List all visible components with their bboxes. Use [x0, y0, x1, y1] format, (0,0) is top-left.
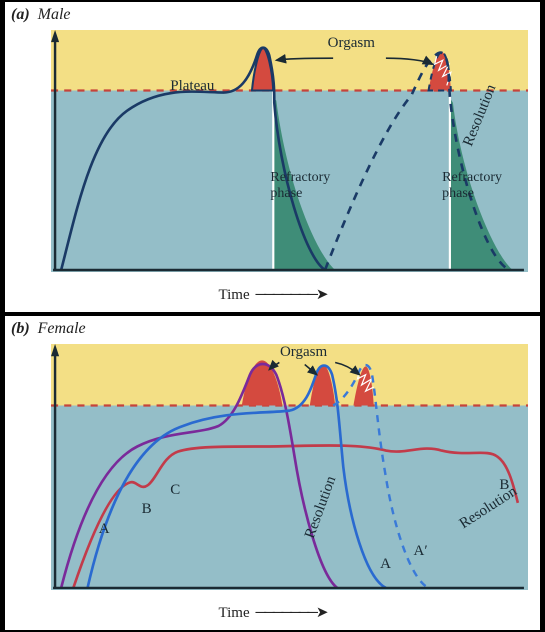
label-A-2: A	[380, 556, 391, 573]
plot-b-svg	[51, 344, 528, 590]
label-A-1: A	[99, 521, 110, 538]
x-axis-label-a: Time ───────➤	[218, 285, 326, 304]
panel-b-letter: (b)	[11, 320, 30, 337]
label-B-1: B	[142, 501, 152, 518]
plot-b-frame: Orgasm A B C A A′ B Resolution Resolutio…	[51, 344, 528, 590]
plot-a-frame: Orgasm Plateau Refractoryphase Refractor…	[51, 30, 528, 272]
panel-female: (b) Female Sexual excitement ─➤ Time ───…	[5, 316, 540, 630]
panel-b-title: (b) Female	[11, 320, 86, 338]
orgasm-label-b: Orgasm	[280, 344, 327, 361]
right-arrow-icon: ───────➤	[253, 604, 326, 621]
plateau-label: Plateau	[170, 78, 214, 95]
refractory-label-1: Refractoryphase	[270, 170, 330, 201]
label-C: C	[170, 482, 180, 499]
x-axis-label-b: Time ───────➤	[218, 603, 326, 622]
plot-a-svg	[51, 30, 528, 272]
panel-a-letter: (a)	[11, 6, 30, 23]
label-Ap: A′	[414, 543, 428, 560]
orgasm-label-a: Orgasm	[328, 35, 375, 52]
right-arrow-icon: ───────➤	[253, 286, 326, 303]
refractory-label-2: Refractoryphase	[442, 170, 502, 201]
panel-a-text: Male	[38, 6, 71, 23]
panel-male: (a) Male Sexual excitement ─➤ Time ─────…	[5, 2, 540, 312]
panel-a-title: (a) Male	[11, 6, 71, 24]
panel-b-text: Female	[38, 320, 86, 337]
